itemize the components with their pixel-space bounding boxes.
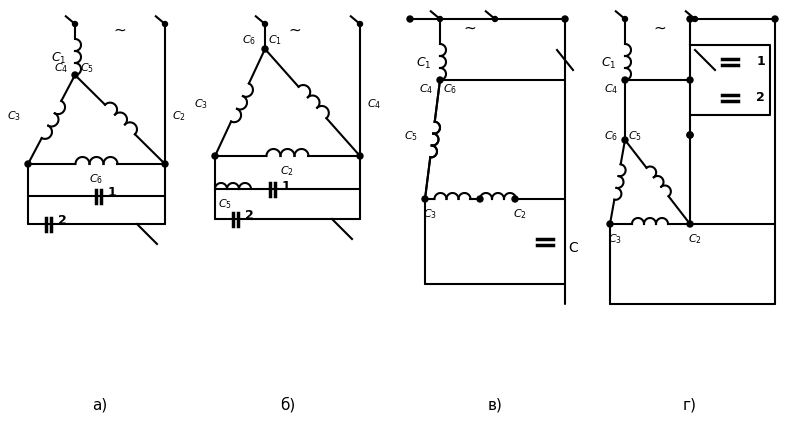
Text: $C_2$: $C_2$	[687, 232, 701, 245]
Circle shape	[622, 17, 626, 23]
Circle shape	[476, 197, 482, 203]
Circle shape	[691, 17, 697, 23]
Text: $C_4$: $C_4$	[367, 97, 381, 111]
Text: $C_2$: $C_2$	[172, 109, 186, 123]
Circle shape	[687, 133, 692, 139]
Circle shape	[162, 161, 168, 168]
Circle shape	[422, 197, 427, 203]
Circle shape	[687, 17, 692, 23]
Circle shape	[771, 17, 777, 23]
Circle shape	[687, 78, 692, 84]
Circle shape	[407, 17, 412, 23]
Circle shape	[437, 17, 442, 23]
Text: г): г)	[683, 397, 696, 411]
Text: $C_3$: $C_3$	[194, 97, 208, 111]
Circle shape	[687, 133, 692, 139]
Circle shape	[72, 73, 78, 79]
Text: $C_4$: $C_4$	[54, 61, 68, 75]
Circle shape	[492, 17, 497, 23]
Text: C: C	[568, 240, 577, 254]
Circle shape	[357, 154, 363, 160]
Circle shape	[162, 23, 168, 27]
Text: $C_3$: $C_3$	[607, 232, 622, 245]
Text: $C_2$: $C_2$	[512, 207, 526, 220]
Text: $C_4$: $C_4$	[603, 82, 618, 95]
Text: $C_5$: $C_5$	[627, 129, 642, 143]
Circle shape	[606, 221, 612, 227]
Text: 2: 2	[245, 209, 253, 222]
Text: в): в)	[487, 397, 502, 411]
Circle shape	[25, 161, 31, 168]
Text: $C_2$: $C_2$	[280, 164, 294, 178]
Text: $C_6$: $C_6$	[241, 33, 256, 47]
Circle shape	[436, 78, 443, 84]
Circle shape	[687, 221, 692, 227]
Text: $C_5$: $C_5$	[403, 129, 418, 143]
Circle shape	[561, 17, 567, 23]
Circle shape	[261, 47, 268, 53]
Circle shape	[622, 138, 627, 144]
Text: $C_3$: $C_3$	[7, 109, 21, 123]
Text: 1: 1	[107, 186, 116, 199]
Text: ~: ~	[463, 20, 476, 36]
Circle shape	[512, 197, 517, 203]
Text: а): а)	[92, 397, 107, 411]
Text: $C_3$: $C_3$	[423, 207, 436, 220]
Text: $C_1$: $C_1$	[601, 55, 616, 70]
Text: 1: 1	[282, 179, 290, 192]
Circle shape	[622, 78, 627, 84]
Text: $C_1$: $C_1$	[415, 55, 431, 70]
Text: $C_6$: $C_6$	[603, 129, 618, 143]
Text: $C_6$: $C_6$	[89, 172, 103, 185]
Text: $C_4$: $C_4$	[419, 82, 432, 95]
Circle shape	[262, 23, 267, 27]
Text: ~: ~	[114, 23, 126, 37]
Circle shape	[72, 23, 78, 27]
Text: 2: 2	[755, 90, 764, 103]
Text: б): б)	[280, 396, 295, 412]
Text: 1: 1	[755, 54, 764, 67]
Text: $C_1$: $C_1$	[268, 33, 282, 47]
Text: $C_5$: $C_5$	[80, 61, 94, 75]
Text: $C_1$: $C_1$	[51, 50, 67, 66]
Circle shape	[357, 23, 362, 27]
Text: ~: ~	[288, 23, 301, 37]
Text: ~: ~	[653, 20, 666, 36]
Text: $C_5$: $C_5$	[217, 197, 232, 210]
Text: $C_6$: $C_6$	[443, 82, 456, 95]
Circle shape	[212, 154, 217, 160]
Text: 2: 2	[58, 214, 67, 227]
